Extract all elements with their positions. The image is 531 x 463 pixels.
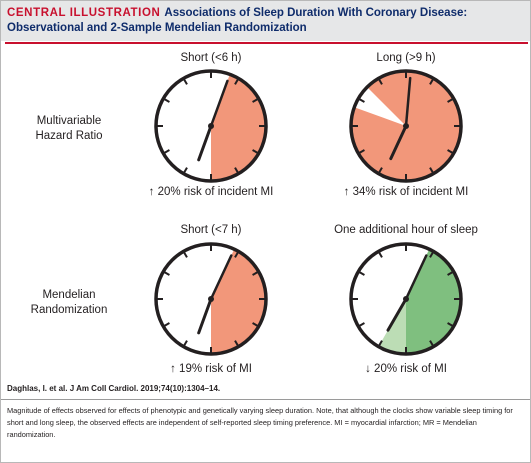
header-subtitle: Observational and 2-Sample Mendelian Ran…: [7, 22, 307, 34]
sleep-duration-sector: [406, 249, 462, 354]
panel-title-long-observational: Long (>9 h): [376, 52, 436, 64]
clock-extra-hour-mr: [349, 242, 463, 356]
header-title: Associations of Sleep Duration With Coro…: [164, 7, 468, 19]
clock-rim: [349, 69, 463, 183]
minute-hand: [209, 79, 229, 128]
sleep-duration-sector: [211, 74, 266, 181]
sleep-duration-sector: [211, 249, 267, 354]
hour-hand: [389, 124, 408, 161]
panel-title-short-mr: Short (<7 h): [180, 224, 242, 236]
footnote: Magnitude of effects observed for effect…: [7, 406, 513, 439]
clock-long-observational: [349, 69, 463, 183]
caption-text: 34% risk of incident MI: [352, 186, 469, 198]
minute-hand: [404, 76, 412, 128]
hour-hand: [197, 124, 213, 162]
header-divider: [5, 42, 528, 44]
caption-text: 20% risk of MI: [374, 363, 447, 375]
row-label-line: Hazard Ratio: [35, 130, 103, 142]
row-label-line: Randomization: [30, 304, 108, 316]
hour-hand: [386, 297, 408, 332]
clock-center-pin: [208, 296, 214, 302]
panel-title-short-observational: Short (<6 h): [180, 52, 242, 64]
arrow-up-icon: ↑: [343, 186, 350, 198]
caption-short-observational: ↑ 20% risk of incident MI: [101, 185, 321, 199]
row-label-multivariable: Multivariable Hazard Ratio: [9, 114, 129, 144]
central-illustration-label: CENTRAL ILLUSTRATION: [7, 7, 161, 19]
citation: Daghlas, I. et al. J Am Coll Cardiol. 20…: [7, 384, 221, 393]
caption-text: 19% risk of MI: [179, 363, 252, 375]
panel-title-extra-hour-mr: One additional hour of sleep: [334, 224, 478, 236]
header-title-line: CENTRAL ILLUSTRATION Associations of Slee…: [7, 6, 467, 21]
arrow-down-icon: ↓: [365, 363, 371, 375]
caption-short-mr: ↑ 19% risk of MI: [101, 362, 321, 376]
footnote-divider: [1, 399, 530, 400]
caption-text: 20% risk of incident MI: [157, 186, 274, 198]
clock-short-mr: [154, 242, 268, 356]
awake-gap-sector: [354, 87, 406, 126]
clock-short-observational: [154, 69, 268, 183]
row-label-line: Mendelian: [42, 289, 96, 301]
hour-hand: [197, 297, 213, 335]
caption-extra-hour-mr: ↓ 20% risk of MI: [296, 362, 516, 376]
clock-rim: [154, 242, 268, 356]
arrow-up-icon: ↑: [148, 186, 155, 198]
header-banner: CENTRAL ILLUSTRATION Associations of Slee…: [1, 1, 530, 41]
clock-center-pin: [208, 123, 214, 129]
arrow-up-icon: ↑: [170, 363, 176, 375]
minute-hand: [209, 254, 233, 301]
row-label-mendelian: Mendelian Randomization: [9, 288, 129, 318]
clock-center-pin: [403, 296, 409, 302]
clock-rim: [154, 69, 268, 183]
caption-long-observational: ↑ 34% risk of incident MI: [296, 185, 516, 199]
row-label-line: Multivariable: [36, 115, 102, 127]
minute-hand: [404, 254, 428, 301]
clock-rim: [349, 242, 463, 356]
clock-center-pin: [403, 123, 409, 129]
